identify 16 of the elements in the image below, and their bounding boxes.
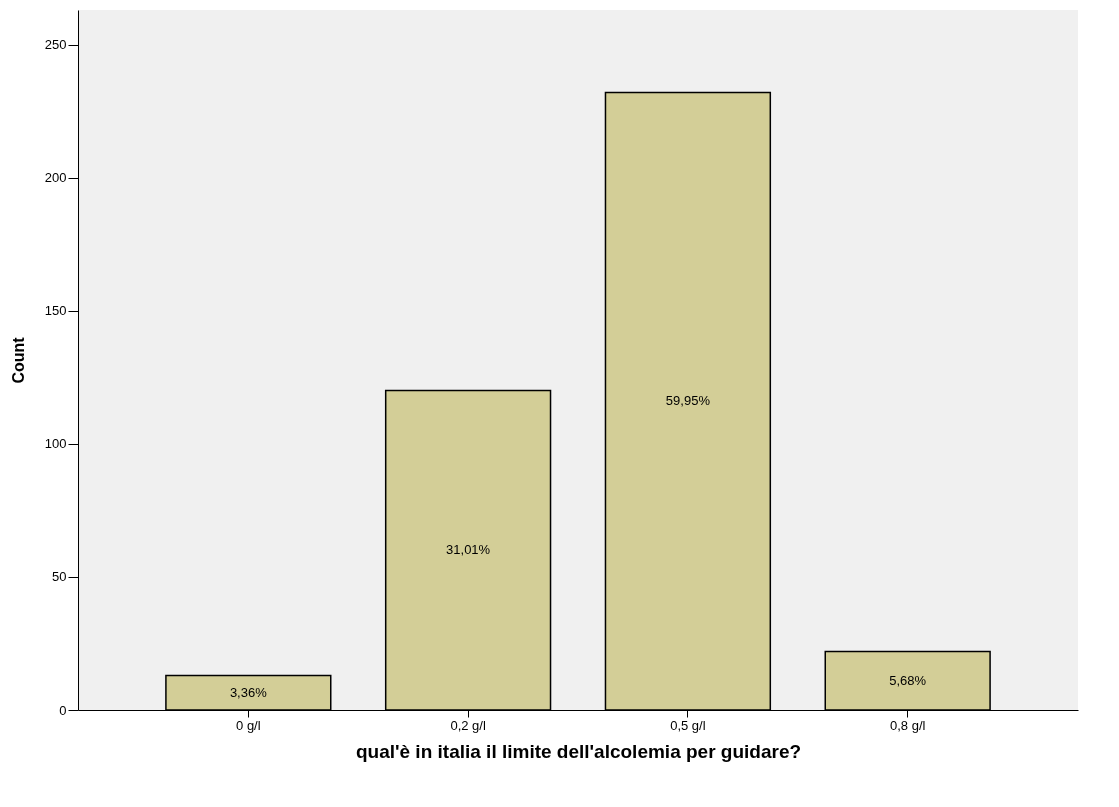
y-tick-label: 0 [59, 702, 67, 718]
x-tick-label: 0,2 g/l [450, 717, 486, 733]
annotation: 3,36% [229, 684, 268, 700]
annotation: 59,95% [665, 393, 711, 409]
y-tick-label: 50 [52, 569, 67, 585]
annotation: 31,01% [446, 542, 491, 558]
y-tick-label: 150 [44, 303, 67, 319]
x-tick-label: 0,5 g/l [670, 717, 706, 733]
x-tick-label: 0 g/l [236, 717, 261, 733]
y-tick-label: 200 [44, 170, 67, 186]
x-axis-title: qual'è in italia il limite dell'alcolemia per guidare? [355, 740, 802, 762]
y-axis-title: Count [9, 336, 27, 384]
x-tick-label: 0,8 g/l [889, 717, 926, 733]
y-tick-label: 250 [44, 37, 67, 53]
annotation: 5,68% [889, 672, 927, 688]
y-tick-label: 100 [44, 436, 67, 452]
